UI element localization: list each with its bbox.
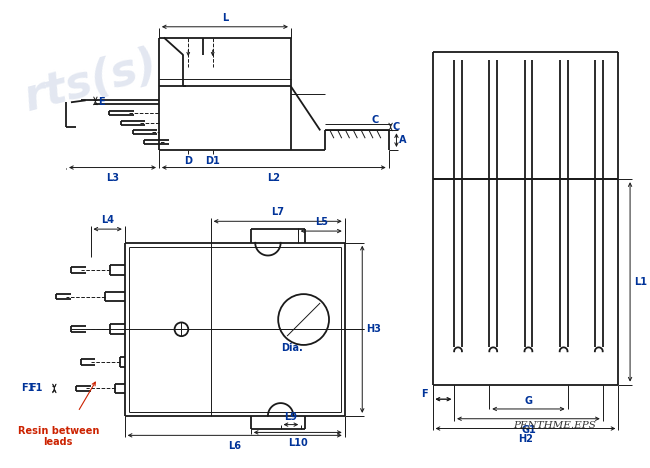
- Text: A: A: [399, 135, 407, 145]
- Text: Resin between
leads: Resin between leads: [18, 425, 99, 447]
- Text: L10: L10: [288, 439, 307, 448]
- Text: L3: L3: [106, 174, 119, 183]
- Text: Dia.: Dia.: [281, 343, 303, 353]
- Text: L9: L9: [285, 412, 298, 422]
- Text: D1: D1: [205, 156, 220, 166]
- Text: C: C: [371, 115, 378, 124]
- Text: H2: H2: [518, 434, 533, 445]
- Text: L7: L7: [271, 207, 284, 217]
- Text: F1: F1: [29, 383, 43, 394]
- Text: L5: L5: [315, 217, 328, 227]
- Text: G: G: [525, 396, 532, 406]
- Text: PENTHME.EPS: PENTHME.EPS: [514, 421, 596, 430]
- Text: L4: L4: [101, 215, 114, 225]
- Text: G1: G1: [521, 424, 536, 435]
- Text: E: E: [98, 97, 105, 107]
- Text: C: C: [393, 122, 400, 132]
- Text: L2: L2: [267, 174, 280, 183]
- Text: rts(s): rts(s): [19, 43, 162, 120]
- Text: L: L: [222, 13, 228, 23]
- Text: F: F: [421, 389, 428, 399]
- Text: H3: H3: [366, 324, 381, 334]
- Text: L1: L1: [634, 277, 647, 287]
- Text: L6: L6: [228, 441, 241, 451]
- Text: F1: F1: [21, 383, 35, 394]
- Text: D: D: [184, 156, 192, 166]
